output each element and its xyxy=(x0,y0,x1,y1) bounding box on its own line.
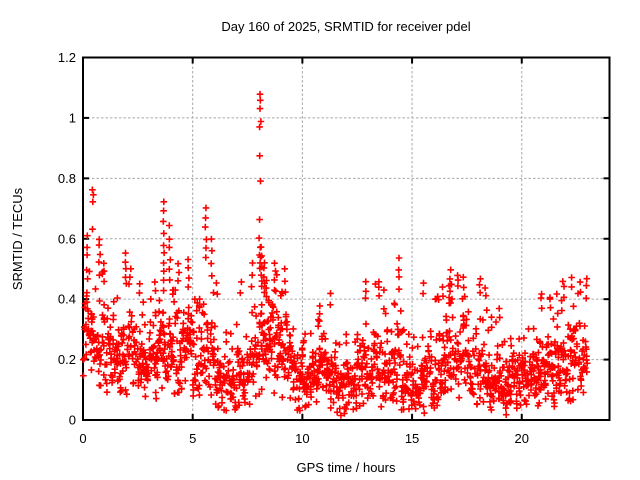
y-tick-label: 0.2 xyxy=(58,352,76,367)
y-tick-label: 1.2 xyxy=(58,50,76,65)
axes: 0 5 10 15 20 0 0.2 0.4 0.6 0.8 1 1.2 xyxy=(58,50,611,446)
x-axis-label: GPS time / hours xyxy=(297,460,396,475)
y-tick-label: 1 xyxy=(69,110,76,125)
y-tick-label: 0.8 xyxy=(58,171,76,186)
y-tick-label: 0.4 xyxy=(58,292,76,307)
y-tick-label: 0.6 xyxy=(58,231,76,246)
scatter-plus-markers xyxy=(80,90,591,419)
chart-title: Day 160 of 2025, SRMTID for receiver pde… xyxy=(221,19,470,34)
y-axis-label: SRMTID / TECUs xyxy=(10,187,25,290)
x-tick-label: 15 xyxy=(405,431,419,446)
x-tick-label: 20 xyxy=(515,431,529,446)
y-tick-label: 0 xyxy=(69,413,76,428)
x-tick-label: 10 xyxy=(295,431,309,446)
data-points xyxy=(80,90,591,419)
x-tick-label: 0 xyxy=(79,431,86,446)
x-tick-label: 5 xyxy=(189,431,196,446)
